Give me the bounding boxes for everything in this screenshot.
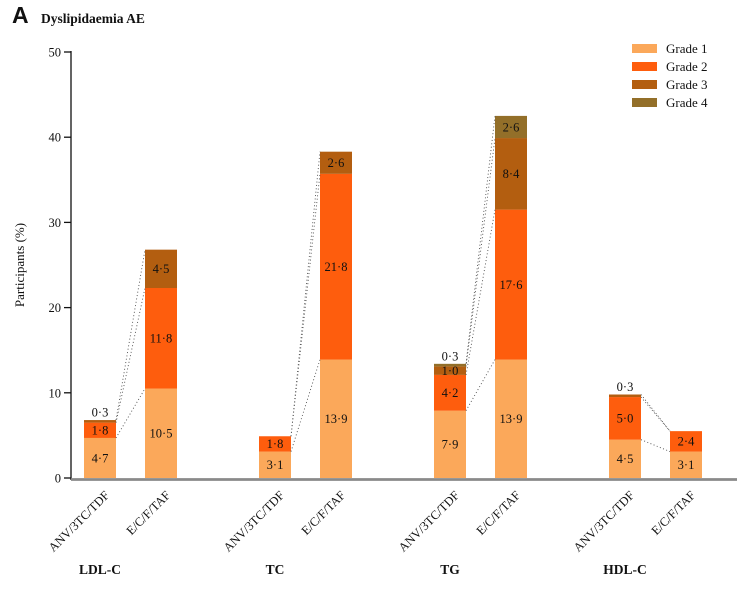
- connector-line: [465, 359, 496, 411]
- bar-segment-grade-2: [670, 431, 702, 452]
- y-axis-title: Participants (%): [12, 223, 27, 307]
- connector-line: [465, 137, 496, 367]
- y-tick-label: 40: [49, 131, 62, 145]
- bar-segment-grade-1: [320, 359, 352, 478]
- segment-value-label: 2·4: [678, 435, 695, 449]
- segment-value-label: 1·8: [267, 437, 284, 451]
- segment-value-label: 1·0: [442, 364, 459, 378]
- bar-segment-grade-1: [259, 451, 291, 478]
- segment-value-above-label: 0·3: [617, 380, 634, 394]
- y-tick-label: 20: [49, 301, 62, 315]
- bar-segment-grade-2: [495, 209, 527, 360]
- segment-value-label: 21·8: [325, 260, 348, 274]
- segment-value-label: 4·2: [442, 386, 459, 400]
- connector-line: [290, 173, 321, 437]
- bar-segment-grade-2: [320, 173, 352, 360]
- bar-segment-grade-3: [84, 420, 116, 423]
- connector-line: [640, 439, 671, 453]
- segment-value-label: 4·5: [617, 452, 634, 466]
- segment-value-label: 4·5: [153, 262, 170, 276]
- segment-value-label: 1·8: [92, 424, 109, 438]
- bar-axis-label: ANV/3TC/TDF: [221, 488, 287, 554]
- bar-axis-label: ANV/3TC/TDF: [571, 488, 637, 554]
- bar-segment-grade-1: [434, 410, 466, 478]
- connector-line: [290, 359, 321, 452]
- segment-value-label: 13·9: [325, 412, 348, 426]
- segment-value-label: 8·4: [503, 167, 520, 181]
- segment-value-label: 4·7: [92, 451, 109, 465]
- panel-label: A: [12, 2, 29, 28]
- segment-value-label: 3·1: [678, 458, 695, 472]
- connector-line: [640, 394, 671, 432]
- segment-value-label: 10·5: [150, 427, 173, 441]
- connector-line: [115, 249, 146, 421]
- legend-label: Grade 2: [666, 59, 708, 74]
- panel-title: Dyslipidaemia AE: [41, 11, 145, 26]
- bar-segment-grade-4: [434, 363, 466, 367]
- segment-value-label: 11·8: [150, 332, 172, 346]
- bar-segment-grade-1: [609, 439, 641, 478]
- legend-label: Grade 3: [666, 77, 708, 92]
- connector-line: [290, 151, 321, 437]
- bar-segment-grade-2: [145, 288, 177, 389]
- connector-line: [465, 209, 496, 375]
- bar-segment-grade-2: [84, 422, 116, 438]
- connector-line: [115, 287, 146, 423]
- legend: Grade 1 Grade 2 Grade 3 Grade 4: [632, 42, 708, 109]
- bar-segment-grade-3: [609, 394, 641, 398]
- bar-segment-grade-1: [495, 359, 527, 478]
- legend-item-grade-4: Grade 4: [632, 96, 708, 109]
- legend-label: Grade 1: [666, 41, 708, 56]
- bar-segment-grade-2: [434, 374, 466, 411]
- group-label: TC: [266, 562, 285, 577]
- bar-segment-grade-4: [495, 115, 527, 139]
- legend-label: Grade 4: [666, 95, 708, 110]
- segment-value-label: 2·6: [328, 156, 345, 170]
- bar-segment-grade-1: [84, 437, 116, 478]
- y-tick-label: 10: [49, 386, 62, 400]
- bar-segment-grade-2: [259, 436, 291, 452]
- legend-swatch-icon: [632, 80, 657, 89]
- segment-value-label: 13·9: [500, 412, 523, 426]
- segment-value-label: 17·6: [500, 278, 523, 292]
- bar-segment-grade-1: [670, 451, 702, 478]
- bar-segment-grade-3: [495, 138, 527, 210]
- bar-segment-grade-1: [145, 388, 177, 478]
- bar-axis-label: E/C/F/TAF: [124, 488, 174, 538]
- bar-axis-label: E/C/F/TAF: [299, 488, 349, 538]
- legend-swatch-icon: [632, 98, 657, 107]
- legend-item-grade-1: Grade 1: [632, 42, 708, 55]
- bar-segment-grade-3: [145, 249, 177, 289]
- group-label: HDL-C: [603, 562, 647, 577]
- legend-swatch-icon: [632, 44, 657, 53]
- y-tick-label: 0: [55, 472, 61, 486]
- y-tick-label: 30: [49, 216, 62, 230]
- bar-axis-label: E/C/F/TAF: [649, 488, 699, 538]
- legend-item-grade-3: Grade 3: [632, 78, 708, 91]
- y-tick-label: 50: [49, 46, 62, 60]
- segment-value-above-label: 0·3: [442, 349, 459, 363]
- segment-value-above-label: 0·3: [92, 406, 109, 420]
- connector-line: [115, 388, 146, 439]
- segment-value-label: 7·9: [442, 438, 459, 452]
- segment-value-label: 3·1: [267, 458, 284, 472]
- segment-value-label: 2·6: [503, 120, 520, 134]
- bar-segment-grade-3: [434, 366, 466, 375]
- bar-axis-label: E/C/F/TAF: [474, 488, 524, 538]
- group-label: TG: [440, 562, 460, 577]
- bar-axis-label: ANV/3TC/TDF: [396, 488, 462, 554]
- connector-line: [640, 396, 671, 432]
- bar-segment-grade-3: [320, 151, 352, 174]
- segment-value-label: 5·0: [617, 412, 634, 426]
- connector-line: [465, 115, 496, 364]
- group-label: LDL-C: [79, 562, 121, 577]
- legend-item-grade-2: Grade 2: [632, 60, 708, 73]
- bar-segment-grade-2: [609, 397, 641, 440]
- bar-axis-label: ANV/3TC/TDF: [46, 488, 112, 554]
- legend-swatch-icon: [632, 62, 657, 71]
